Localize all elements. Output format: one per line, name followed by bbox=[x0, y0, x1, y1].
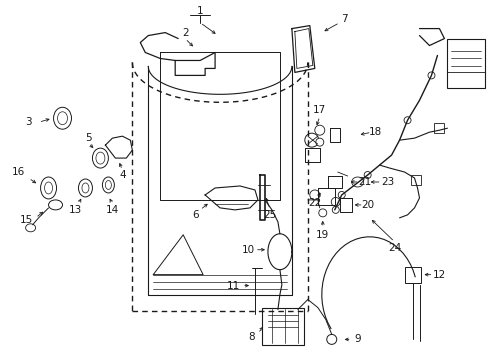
Ellipse shape bbox=[327, 334, 337, 345]
Ellipse shape bbox=[41, 177, 56, 199]
Ellipse shape bbox=[338, 192, 345, 198]
Ellipse shape bbox=[305, 133, 319, 147]
Ellipse shape bbox=[316, 138, 324, 146]
Ellipse shape bbox=[315, 125, 325, 135]
Text: 6: 6 bbox=[192, 210, 198, 220]
Text: 13: 13 bbox=[69, 205, 82, 215]
Bar bbox=[435, 123, 444, 133]
Ellipse shape bbox=[319, 209, 327, 217]
Ellipse shape bbox=[364, 171, 371, 179]
Text: 11: 11 bbox=[226, 280, 240, 291]
Ellipse shape bbox=[102, 177, 114, 193]
Text: 18: 18 bbox=[369, 127, 382, 137]
Ellipse shape bbox=[45, 182, 52, 194]
Ellipse shape bbox=[25, 224, 36, 232]
Text: 5: 5 bbox=[85, 133, 92, 143]
Bar bbox=[405, 267, 421, 283]
Ellipse shape bbox=[93, 148, 108, 168]
Text: 24: 24 bbox=[388, 243, 401, 253]
Text: 4: 4 bbox=[119, 170, 125, 180]
Text: 14: 14 bbox=[106, 205, 119, 215]
Text: 16: 16 bbox=[12, 167, 25, 177]
Ellipse shape bbox=[428, 72, 435, 79]
Text: 1: 1 bbox=[197, 6, 203, 15]
Text: 7: 7 bbox=[342, 14, 348, 24]
Text: 15: 15 bbox=[20, 215, 33, 225]
Text: 3: 3 bbox=[25, 117, 32, 127]
Text: 10: 10 bbox=[242, 245, 254, 255]
Text: 21: 21 bbox=[358, 177, 371, 187]
Ellipse shape bbox=[78, 179, 93, 197]
Text: 20: 20 bbox=[361, 200, 374, 210]
Ellipse shape bbox=[57, 112, 68, 125]
Ellipse shape bbox=[404, 117, 411, 124]
Ellipse shape bbox=[53, 107, 72, 129]
Ellipse shape bbox=[332, 206, 339, 213]
Bar bbox=[411, 175, 420, 185]
Text: 2: 2 bbox=[182, 28, 189, 37]
Ellipse shape bbox=[105, 180, 111, 189]
Ellipse shape bbox=[49, 200, 63, 210]
Text: 23: 23 bbox=[381, 177, 394, 187]
Text: 12: 12 bbox=[433, 270, 446, 280]
Text: 17: 17 bbox=[313, 105, 326, 115]
Ellipse shape bbox=[352, 177, 364, 187]
Bar bbox=[262, 307, 304, 345]
Ellipse shape bbox=[310, 190, 320, 200]
Text: 25: 25 bbox=[263, 210, 276, 220]
Ellipse shape bbox=[82, 183, 89, 193]
Bar bbox=[447, 39, 485, 88]
Ellipse shape bbox=[331, 197, 340, 206]
Text: 8: 8 bbox=[248, 332, 255, 342]
Text: 22: 22 bbox=[308, 198, 321, 208]
Ellipse shape bbox=[96, 152, 105, 164]
Text: 19: 19 bbox=[316, 230, 329, 240]
Text: 9: 9 bbox=[354, 334, 361, 345]
